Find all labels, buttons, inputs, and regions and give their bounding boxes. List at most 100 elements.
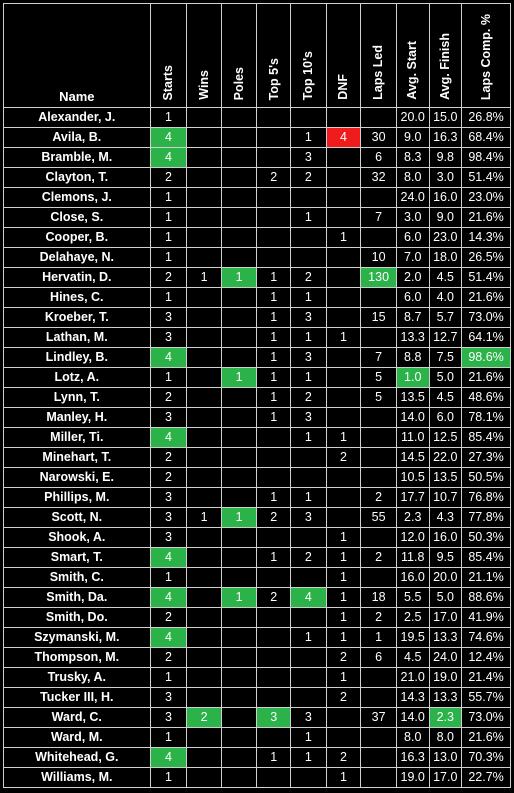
table-row: Lotz, A. 1 1 1 1 5 1.0 5.0 21.6%: [3, 367, 511, 388]
cell-starts: 1: [149, 207, 188, 228]
cell-wins: [186, 327, 222, 348]
cell-top10s: 3: [290, 407, 327, 428]
cell-wins: [186, 467, 222, 488]
cell-wins: [186, 247, 222, 268]
cell-avg-start: 12.0: [395, 527, 430, 548]
cell-avg-finish: 10.7: [428, 487, 463, 508]
cell-avg-finish: 5.7: [428, 307, 463, 328]
cell-laps-comp: 98.6%: [461, 347, 511, 368]
cell-top10s: [290, 227, 327, 248]
cell-top10s: 3: [290, 507, 327, 528]
cell-name: Miller, Ti.: [3, 427, 151, 448]
cell-wins: [186, 527, 222, 548]
cell-wins: [186, 287, 222, 308]
cell-poles: [220, 147, 258, 168]
cell-wins: [186, 187, 222, 208]
column-header-laps-led: Laps Led: [360, 3, 397, 108]
cell-avg-finish: 9.8: [428, 147, 463, 168]
cell-laps-comp: 77.8%: [461, 507, 511, 528]
cell-starts: 2: [149, 467, 188, 488]
table-row: Tucker III, H. 3 2 14.3 13.3 55.7%: [3, 687, 511, 708]
cell-avg-start: 17.7: [395, 487, 430, 508]
cell-laps-led: 2: [360, 607, 397, 628]
cell-avg-start: 2.5: [395, 607, 430, 628]
cell-top5s: 1: [256, 307, 292, 328]
cell-poles: 1: [220, 507, 258, 528]
cell-top10s: 2: [290, 267, 327, 288]
cell-laps-comp: 12.4%: [461, 647, 511, 668]
cell-laps-comp: 85.4%: [461, 427, 511, 448]
column-header-poles: Poles: [220, 3, 258, 108]
cell-dnf: [325, 367, 362, 388]
cell-poles: [220, 207, 258, 228]
cell-wins: [186, 347, 222, 368]
cell-avg-finish: 13.5: [428, 467, 463, 488]
cell-top10s: 1: [290, 327, 327, 348]
cell-wins: 1: [186, 267, 222, 288]
table-row: Hervatin, D. 2 1 1 1 2 130 2.0 4.5 51.4%: [3, 267, 511, 288]
cell-poles: [220, 687, 258, 708]
cell-laps-comp: 22.7%: [461, 767, 511, 788]
table-row: Smith, Do. 2 1 2 2.5 17.0 41.9%: [3, 607, 511, 628]
cell-avg-finish: 5.0: [428, 587, 463, 608]
cell-starts: 4: [149, 147, 188, 168]
cell-wins: [186, 567, 222, 588]
cell-dnf: [325, 467, 362, 488]
cell-name: Smith, Da.: [3, 587, 151, 608]
cell-avg-finish: 24.0: [428, 647, 463, 668]
column-header-laps-comp: Laps Comp. %: [461, 3, 511, 108]
table-row: Alexander, J. 1 20.0 15.0 26.8%: [3, 107, 511, 128]
cell-dnf: 1: [325, 567, 362, 588]
column-label-starts: Starts: [161, 64, 176, 100]
cell-avg-start: 14.3: [395, 687, 430, 708]
cell-name: Smith, Do.: [3, 607, 151, 628]
cell-laps-comp: 74.6%: [461, 627, 511, 648]
cell-top10s: [290, 447, 327, 468]
cell-top10s: [290, 107, 327, 128]
cell-starts: 4: [149, 747, 188, 768]
cell-name: Narowski, E.: [3, 467, 151, 488]
cell-avg-start: 7.0: [395, 247, 430, 268]
cell-laps-comp: 50.5%: [461, 467, 511, 488]
cell-laps-comp: 41.9%: [461, 607, 511, 628]
cell-starts: 4: [149, 587, 188, 608]
cell-laps-led: 15: [360, 307, 397, 328]
cell-avg-start: 8.0: [395, 167, 430, 188]
cell-top5s: [256, 107, 292, 128]
column-label-dnf: DNF: [336, 74, 351, 100]
cell-name: Trusky, A.: [3, 667, 151, 688]
cell-avg-finish: 15.0: [428, 107, 463, 128]
cell-avg-finish: 22.0: [428, 447, 463, 468]
cell-top10s: 1: [290, 727, 327, 748]
cell-avg-start: 21.0: [395, 667, 430, 688]
cell-avg-finish: 20.0: [428, 567, 463, 588]
table-row: Clayton, T. 2 2 2 32 8.0 3.0 51.4%: [3, 167, 511, 188]
cell-top10s: 1: [290, 367, 327, 388]
cell-dnf: 2: [325, 647, 362, 668]
cell-wins: [186, 127, 222, 148]
cell-starts: 3: [149, 527, 188, 548]
cell-laps-led: 5: [360, 387, 397, 408]
cell-top10s: 2: [290, 387, 327, 408]
cell-laps-led: 55: [360, 507, 397, 528]
cell-laps-comp: 73.0%: [461, 707, 511, 728]
cell-starts: 3: [149, 487, 188, 508]
table-row: Lindley, B. 4 1 3 7 8.8 7.5 98.6%: [3, 347, 511, 368]
cell-top5s: 1: [256, 547, 292, 568]
cell-laps-led: 7: [360, 207, 397, 228]
cell-name: Scott, N.: [3, 507, 151, 528]
cell-poles: 1: [220, 587, 258, 608]
cell-poles: [220, 447, 258, 468]
cell-avg-start: 8.7: [395, 307, 430, 328]
cell-poles: [220, 407, 258, 428]
cell-avg-start: 19.0: [395, 767, 430, 788]
cell-name: Avila, B.: [3, 127, 151, 148]
table-row: Szymanski, M. 4 1 1 1 19.5 13.3 74.6%: [3, 627, 511, 648]
table-row: Narowski, E. 2 10.5 13.5 50.5%: [3, 467, 511, 488]
cell-laps-comp: 21.1%: [461, 567, 511, 588]
cell-top10s: [290, 247, 327, 268]
cell-avg-finish: 17.0: [428, 607, 463, 628]
cell-avg-finish: 4.0: [428, 287, 463, 308]
cell-wins: [186, 667, 222, 688]
cell-top5s: [256, 127, 292, 148]
